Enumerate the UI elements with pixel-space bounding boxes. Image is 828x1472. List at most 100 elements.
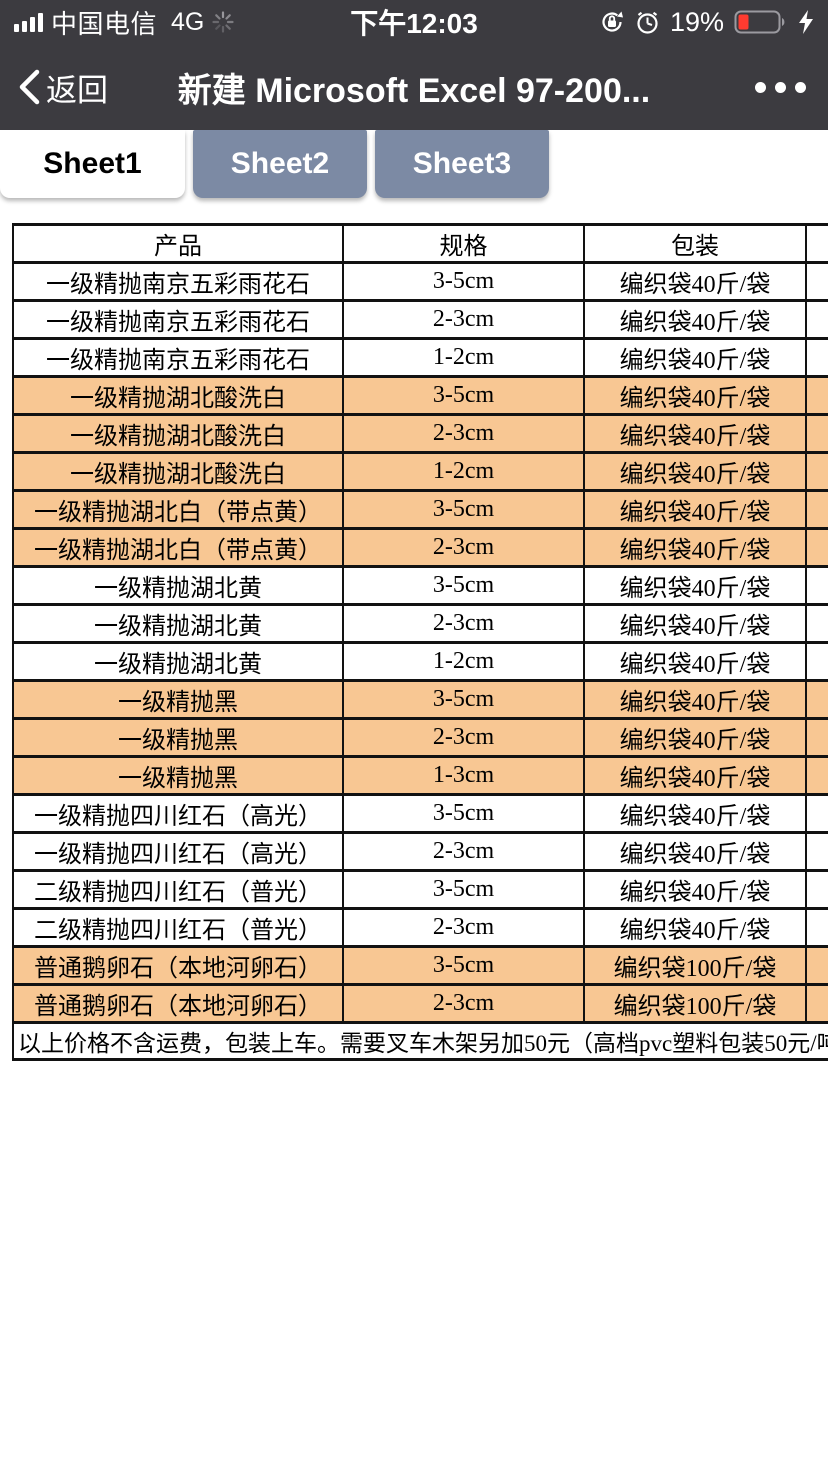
- more-options-button[interactable]: [751, 72, 810, 103]
- cell-spec: 1-2cm: [342, 451, 585, 492]
- cell-packaging: 编织袋40斤/袋: [583, 603, 807, 644]
- charging-bolt-icon: [799, 10, 813, 34]
- table-row: 一级精抛四川红石（高光） 3-5cm 编织袋40斤/袋: [12, 793, 828, 834]
- cell-empty: [805, 907, 828, 948]
- cell-product: 一级精抛南京五彩雨花石: [12, 261, 344, 302]
- cell-empty: [805, 831, 828, 872]
- table-footer-row: 以上价格不含运费，包装上车。需要叉车木架另加50元（高档pvc塑料包装50元/吨: [12, 1021, 828, 1061]
- alarm-clock-icon: [637, 11, 658, 34]
- cell-packaging: 编织袋100斤/袋: [583, 945, 807, 986]
- cell-empty: [805, 641, 828, 682]
- cell-product: 一级精抛湖北黄: [12, 641, 344, 682]
- cell-empty: [805, 755, 828, 796]
- cell-spec: 2-3cm: [342, 831, 585, 872]
- cell-empty: [805, 489, 828, 530]
- header-product: 产品: [12, 223, 344, 264]
- cell-product: 一级精抛南京五彩雨花石: [12, 299, 344, 340]
- price-table: 产品 规格 包装 一级精抛南京五彩雨花石 3-5cm 编织袋40斤/袋 一级精抛南京五…: [12, 223, 828, 1061]
- table-row: 一级精抛湖北酸洗白 1-2cm 编织袋40斤/袋: [12, 451, 828, 492]
- cell-empty: [805, 603, 828, 644]
- cell-empty: [805, 945, 828, 986]
- sheet-table-body: 一级精抛南京五彩雨花石 3-5cm 编织袋40斤/袋 一级精抛南京五彩雨花石 2-3cm…: [12, 261, 828, 1024]
- cell-spec: 3-5cm: [342, 945, 585, 986]
- cell-packaging: 编织袋40斤/袋: [583, 413, 807, 454]
- cell-product: 一级精抛黑: [12, 755, 344, 796]
- table-row: 一级精抛黑 1-3cm 编织袋40斤/袋: [12, 755, 828, 796]
- cell-spec: 3-5cm: [342, 261, 585, 302]
- cell-product: 一级精抛湖北白（带点黄）: [12, 489, 344, 530]
- cell-packaging: 编织袋40斤/袋: [583, 641, 807, 682]
- cell-product: 一级精抛湖北黄: [12, 565, 344, 606]
- cell-packaging: 编织袋40斤/袋: [583, 869, 807, 910]
- cell-empty: [805, 527, 828, 568]
- table-header-row: 产品 规格 包装: [12, 223, 828, 264]
- document-title: 新建 Microsoft Excel 97-200...: [177, 71, 651, 110]
- table-row: 一级精抛湖北酸洗白 3-5cm 编织袋40斤/袋: [12, 375, 828, 416]
- cell-packaging: 编织袋40斤/袋: [583, 831, 807, 872]
- cell-product: 普通鹅卵石（本地河卵石）: [12, 983, 344, 1024]
- back-button[interactable]: 返回: [18, 65, 108, 110]
- battery-icon: [734, 10, 785, 34]
- network-type-label: 4G: [171, 7, 205, 36]
- table-row: 一级精抛南京五彩雨花石 1-2cm 编织袋40斤/袋: [12, 337, 828, 378]
- cell-spec: 1-2cm: [342, 641, 585, 682]
- cell-empty: [805, 451, 828, 492]
- footer-note: 以上价格不含运费，包装上车。需要叉车木架另加50元（高档pvc塑料包装50元/吨: [12, 1021, 828, 1061]
- cell-packaging: 编织袋40斤/袋: [583, 755, 807, 796]
- table-row: 一级精抛湖北白（带点黄） 2-3cm 编织袋40斤/袋: [12, 527, 828, 568]
- cell-empty: [805, 679, 828, 720]
- cell-spec: 3-5cm: [342, 679, 585, 720]
- cell-packaging: 编织袋40斤/袋: [583, 565, 807, 606]
- cell-packaging: 编织袋40斤/袋: [583, 299, 807, 340]
- table-row: 普通鹅卵石（本地河卵石） 3-5cm 编织袋100斤/袋: [12, 945, 828, 986]
- cell-packaging: 编织袋40斤/袋: [583, 451, 807, 492]
- tab-sheet3[interactable]: Sheet3: [375, 130, 549, 198]
- header-empty: [805, 223, 828, 264]
- table-row: 一级精抛黑 2-3cm 编织袋40斤/袋: [12, 717, 828, 758]
- cell-spec: 2-3cm: [342, 983, 585, 1024]
- cell-empty: [805, 565, 828, 606]
- cell-product: 一级精抛黑: [12, 717, 344, 758]
- cell-spec: 3-5cm: [342, 869, 585, 910]
- cell-spec: 3-5cm: [342, 793, 585, 834]
- cell-product: 一级精抛湖北酸洗白: [12, 375, 344, 416]
- cell-spec: 2-3cm: [342, 299, 585, 340]
- table-row: 一级精抛湖北黄 3-5cm 编织袋40斤/袋: [12, 565, 828, 606]
- cell-empty: [805, 337, 828, 378]
- cell-spec: 2-3cm: [342, 413, 585, 454]
- ellipsis-icon: [755, 81, 766, 93]
- cell-product: 一级精抛四川红石（高光）: [12, 793, 344, 834]
- tab-sheet1[interactable]: Sheet1: [0, 130, 185, 198]
- cell-empty: [805, 375, 828, 416]
- cell-product: 一级精抛湖北黄: [12, 603, 344, 644]
- battery-percent-label: 19%: [669, 6, 724, 37]
- orientation-lock-icon: [602, 11, 623, 32]
- cell-spec: 1-2cm: [342, 337, 585, 378]
- cell-spec: 2-3cm: [342, 527, 585, 568]
- cell-spec: 1-3cm: [342, 755, 585, 796]
- tab-sheet2[interactable]: Sheet2: [193, 130, 367, 198]
- cell-packaging: 编织袋40斤/袋: [583, 527, 807, 568]
- cell-product: 一级精抛湖北酸洗白: [12, 451, 344, 492]
- table-row: 一级精抛湖北酸洗白 2-3cm 编织袋40斤/袋: [12, 413, 828, 454]
- table-row: 一级精抛黑 3-5cm 编织袋40斤/袋: [12, 679, 828, 720]
- tab-sheet1-label: Sheet1: [43, 147, 142, 180]
- spreadsheet-view: 产品 规格 包装 一级精抛南京五彩雨花石 3-5cm 编织袋40斤/袋 一级精抛南京五…: [12, 223, 828, 1061]
- status-bar: 中国电信 4G 下午12:03: [0, 0, 828, 44]
- chevron-left-icon: [19, 69, 40, 105]
- table-row: 一级精抛南京五彩雨花石 3-5cm 编织袋40斤/袋: [12, 261, 828, 302]
- cell-spec: 3-5cm: [342, 375, 585, 416]
- cell-product: 一级精抛黑: [12, 679, 344, 720]
- cell-product: 一级精抛南京五彩雨花石: [12, 337, 344, 378]
- cell-empty: [805, 793, 828, 834]
- cell-packaging: 编织袋40斤/袋: [583, 375, 807, 416]
- cell-spec: 2-3cm: [342, 717, 585, 758]
- cell-product: 普通鹅卵石（本地河卵石）: [12, 945, 344, 986]
- cell-spec: 2-3cm: [342, 907, 585, 948]
- tab-sheet2-label: Sheet2: [230, 147, 330, 180]
- table-row: 一级精抛湖北黄 1-2cm 编织袋40斤/袋: [12, 641, 828, 682]
- nav-bar: 返回 新建 Microsoft Excel 97-200...: [0, 44, 828, 130]
- table-row: 一级精抛四川红石（高光） 2-3cm 编织袋40斤/袋: [12, 831, 828, 872]
- cell-empty: [805, 413, 828, 454]
- cell-product: 一级精抛湖北白（带点黄）: [12, 527, 344, 568]
